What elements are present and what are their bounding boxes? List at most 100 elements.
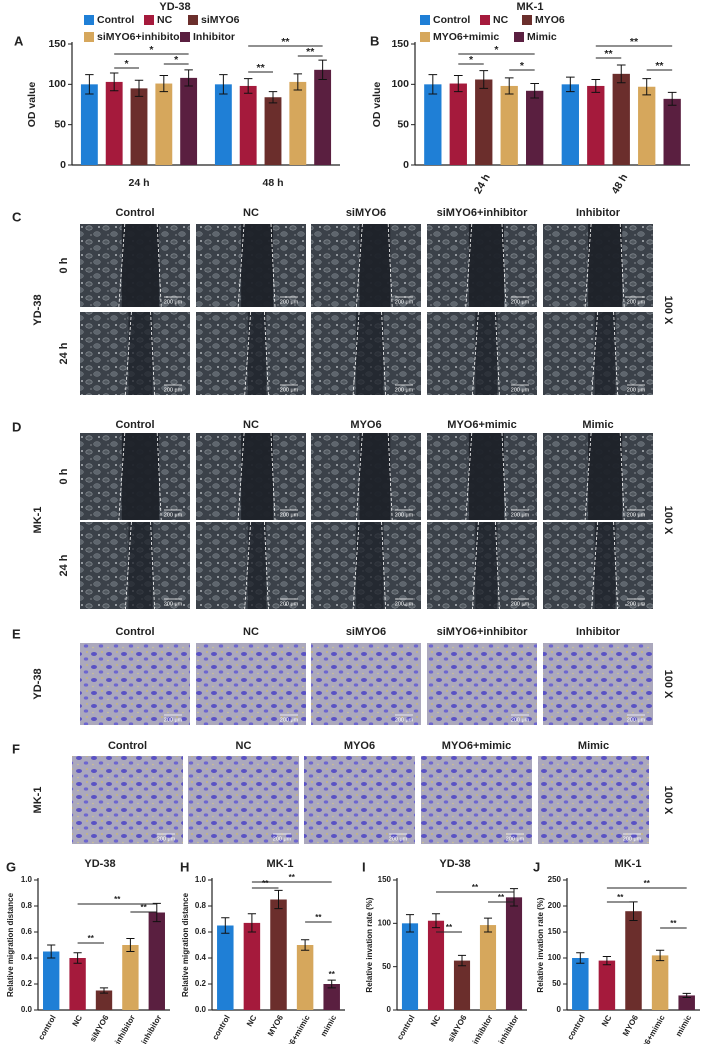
- magnification: 100 X: [662, 786, 674, 815]
- scale-bar-label: 200 μm: [506, 836, 525, 842]
- error-bar: [109, 72, 119, 92]
- legend-label: siMYO6: [201, 14, 240, 26]
- x-tick-label: siMYO6: [88, 1013, 111, 1043]
- wound-gap: [356, 312, 384, 395]
- wound-gap: [594, 522, 616, 609]
- row-label: 0 h: [58, 468, 70, 484]
- scale-bar-label: 200 μm: [157, 836, 176, 842]
- error-bar: [99, 987, 109, 994]
- bar: [453, 960, 471, 1010]
- row-label: 24 h: [58, 342, 70, 364]
- bar: [105, 81, 123, 165]
- wound-edge: [264, 311, 269, 396]
- error-bar: [682, 992, 691, 999]
- x-tick-label: MYO6: [621, 1013, 640, 1038]
- y-axis-label: OD value: [26, 82, 38, 128]
- chart-title: YD-38: [159, 1, 190, 13]
- magnification: 100 X: [662, 670, 674, 699]
- group-label: MK-1: [32, 507, 44, 534]
- significance: **: [306, 46, 315, 58]
- bar: [427, 920, 445, 1010]
- error-bar: [591, 78, 601, 93]
- y-axis-label: Relative invation rate (%): [536, 897, 545, 992]
- wound-gap: [128, 522, 153, 609]
- wound-edge: [244, 311, 252, 396]
- wound-edge: [381, 521, 386, 610]
- column-header: MYO6+mimic: [442, 740, 511, 752]
- legend-label: Inhibitor: [193, 31, 235, 43]
- y-tick-label: 100: [391, 78, 409, 90]
- y-tick-label: 50: [54, 118, 66, 130]
- error-bar: [247, 913, 257, 933]
- wound-edge: [118, 223, 126, 308]
- significance: **: [329, 970, 336, 979]
- significance: **: [281, 36, 290, 48]
- y-axis-label: OD value: [371, 82, 383, 128]
- column-header: MYO6: [350, 419, 381, 431]
- legend-label: Control: [97, 14, 134, 26]
- column-header: Mimic: [582, 419, 613, 431]
- significance: **: [644, 879, 651, 888]
- bar: [505, 897, 523, 1010]
- significance: **: [472, 883, 479, 892]
- bar: [148, 912, 165, 1010]
- significance: **: [315, 913, 322, 922]
- scale-bar-label: 200 μm: [280, 717, 299, 723]
- wound-edge: [381, 311, 386, 396]
- wound-edge: [244, 521, 252, 610]
- bar: [289, 81, 307, 165]
- micrograph: [311, 643, 421, 725]
- legend-label: Mimic: [527, 31, 557, 43]
- scale-bar-label: 200 μm: [511, 717, 530, 723]
- legend-swatch: [84, 15, 94, 25]
- error-bar: [219, 74, 228, 95]
- error-bar: [616, 64, 626, 84]
- significance: *: [149, 44, 154, 56]
- error-bar: [428, 74, 438, 95]
- error-bar: [405, 914, 415, 933]
- significance: *: [494, 44, 499, 56]
- error-bar: [134, 79, 144, 97]
- micrograph: [72, 756, 183, 844]
- y-tick-label: 0.0: [21, 1005, 33, 1014]
- y-tick-label: 100: [548, 953, 562, 962]
- chart-title: MK-1: [267, 858, 294, 870]
- magnification: 100 X: [662, 296, 674, 325]
- panel-letter: H: [180, 859, 189, 874]
- bar: [323, 984, 340, 1010]
- scale-bar-label: 200 μm: [395, 387, 414, 393]
- x-tick-label: control: [566, 1014, 587, 1042]
- wound-edge: [156, 223, 162, 308]
- bar: [587, 85, 605, 165]
- bar: [314, 69, 332, 165]
- scale-bar-label: 200 μm: [164, 299, 183, 305]
- column-header: Control: [115, 626, 154, 638]
- error-bar: [268, 91, 278, 104]
- scale-bar-label: 200 μm: [627, 512, 646, 518]
- significance: **: [446, 923, 453, 932]
- y-tick-label: 0.6: [21, 927, 33, 936]
- bar: [296, 945, 314, 1010]
- legend-label: siMYO6+inhibitor: [97, 31, 184, 43]
- error-bar: [318, 59, 327, 80]
- legend-swatch: [188, 15, 198, 25]
- scale-bar-label: 200 μm: [280, 387, 299, 393]
- bar: [651, 955, 669, 1010]
- legend-swatch: [144, 15, 154, 25]
- panel-letter: F: [12, 741, 20, 756]
- column-header: Control: [108, 740, 147, 752]
- wound-gap: [359, 433, 391, 520]
- column-header: siMYO6: [346, 207, 386, 219]
- wound-edge: [584, 223, 592, 308]
- significance: *: [125, 58, 130, 70]
- wound-edge: [591, 311, 599, 396]
- column-header: Control: [115, 419, 154, 431]
- wound-edge: [270, 223, 276, 308]
- wound-gap: [247, 522, 267, 609]
- wound-edge: [237, 223, 245, 308]
- scale-bar-label: 200 μm: [627, 717, 646, 723]
- group-label: YD-38: [32, 668, 44, 699]
- error-bar: [47, 944, 56, 959]
- bar: [43, 951, 60, 1010]
- x-tick-label: 48 h: [262, 177, 283, 189]
